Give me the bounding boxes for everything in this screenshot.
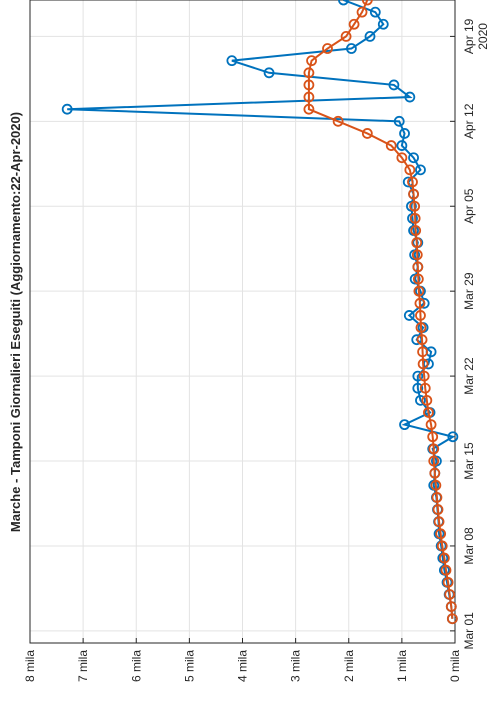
data-point — [346, 43, 357, 54]
data-point — [442, 576, 454, 588]
data-point — [431, 492, 443, 503]
data-point — [396, 152, 408, 164]
data-point — [377, 18, 389, 30]
data-point — [409, 200, 421, 212]
data-point — [361, 128, 373, 139]
data-point — [413, 285, 425, 297]
data-point — [436, 540, 448, 552]
data-point — [369, 6, 381, 18]
data-point — [444, 589, 456, 600]
y-tick-label: 1 mila — [395, 650, 409, 682]
data-point — [406, 200, 417, 212]
data-point — [412, 382, 424, 394]
data-point — [404, 164, 416, 176]
data-point — [338, 0, 349, 6]
y-tick-label: 7 mila — [76, 650, 90, 682]
x-year-label: 2020 — [476, 23, 490, 50]
data-point — [356, 6, 368, 18]
data-point — [403, 310, 415, 321]
x-tick-label: Mar 01 — [462, 612, 476, 650]
data-point — [415, 310, 426, 321]
axes-box — [29, 0, 456, 644]
y-tick-label: 3 mila — [289, 650, 303, 682]
data-point — [408, 152, 419, 164]
y-tick-label: 5 mila — [182, 650, 196, 682]
y-tick-label: 8 mila — [23, 650, 37, 682]
y-tick-label: 0 mila — [448, 650, 462, 682]
data-point — [417, 346, 428, 358]
x-tick-label: Mar 29 — [462, 272, 476, 310]
data-point — [361, 0, 373, 6]
data-point — [423, 407, 434, 418]
data-point — [399, 128, 410, 139]
data-point — [396, 140, 408, 151]
x-tick-label: Apr 05 — [462, 188, 476, 224]
data-point — [303, 79, 315, 91]
data-point — [416, 334, 428, 346]
chart-title: Marche - Tamponi Giornalieri Eseguiti (A… — [8, 112, 23, 532]
data-point — [322, 43, 333, 54]
data-point — [303, 67, 315, 79]
data-point — [432, 504, 444, 515]
data-point — [348, 18, 360, 30]
y-tick-label: 2 mila — [342, 650, 356, 682]
data-point — [412, 370, 424, 382]
data-point — [414, 297, 426, 309]
data-point — [440, 564, 452, 576]
data-point — [412, 273, 424, 285]
data-point — [385, 140, 397, 151]
data-point — [332, 115, 344, 127]
data-point — [410, 225, 422, 236]
data-point — [445, 601, 457, 613]
data-point — [417, 358, 429, 370]
data-point — [418, 370, 430, 382]
x-tick-label: Apr 19 — [462, 18, 476, 54]
x-tick-label: Mar 08 — [462, 527, 476, 565]
data-point — [428, 455, 440, 467]
data-point — [430, 479, 442, 491]
data-point — [425, 419, 437, 431]
data-point — [415, 164, 426, 176]
series-line — [307, 0, 454, 619]
y-tick-label: 6 mila — [129, 650, 143, 682]
data-point — [435, 528, 447, 540]
data-point — [306, 55, 317, 67]
data-point — [446, 613, 458, 625]
data-point — [399, 419, 410, 431]
data-point — [428, 443, 440, 455]
x-tick-label: Apr 12 — [462, 103, 476, 139]
data-point — [433, 516, 445, 528]
data-point — [364, 30, 376, 42]
data-point — [438, 552, 450, 564]
data-point — [447, 431, 459, 443]
data-point — [419, 382, 431, 394]
data-point — [226, 55, 238, 67]
x-tick-label: Mar 22 — [462, 357, 476, 395]
data-point — [388, 79, 400, 91]
data-point — [404, 91, 416, 103]
data-point — [409, 273, 421, 285]
data-point — [415, 322, 427, 333]
data-point — [412, 261, 424, 273]
data-point — [303, 91, 315, 103]
data-point — [408, 188, 419, 200]
data-point — [61, 103, 73, 115]
data-point — [409, 212, 421, 224]
data-point — [421, 394, 433, 406]
data-point — [303, 103, 315, 115]
data-point — [415, 394, 426, 406]
data-point — [263, 67, 275, 79]
data-point — [429, 467, 441, 479]
y-tick-label: 4 mila — [236, 650, 250, 682]
x-tick-label: Mar 15 — [462, 442, 476, 480]
data-point — [340, 30, 352, 42]
data-point — [393, 115, 405, 127]
data-point — [427, 431, 439, 443]
data-point — [407, 176, 418, 188]
data-point — [411, 237, 423, 249]
data-point — [411, 249, 423, 261]
